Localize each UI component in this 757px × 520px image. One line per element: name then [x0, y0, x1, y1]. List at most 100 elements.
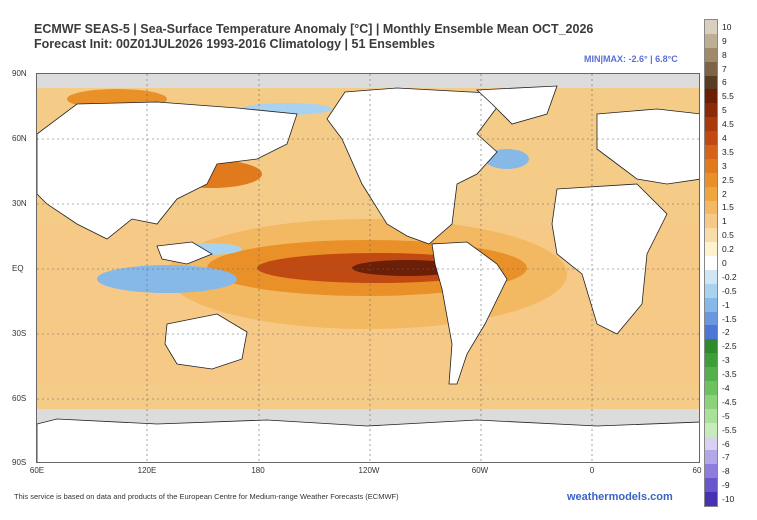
colorbar-label: 0.5 [722, 230, 734, 241]
colorbar-label: -5 [722, 410, 730, 421]
colorbar-cell [705, 353, 717, 368]
colorbar-label: -0.5 [722, 285, 737, 296]
lat-label-30n: 30N [12, 199, 27, 208]
colorbar-cell [705, 131, 717, 146]
colorbar-cell [705, 200, 717, 215]
arctic-ice-region [37, 74, 699, 88]
lon-label-60: 60 [692, 466, 702, 475]
colorbar-label: 3 [722, 160, 727, 171]
australia [164, 313, 248, 370]
title-line-2: Forecast Init: 00Z01JUL2026 1993-2016 Cl… [34, 37, 435, 51]
lat-label-90n: 90N [12, 69, 27, 78]
colorbar-cell [705, 20, 717, 34]
lon-label-60w: 60W [471, 466, 489, 475]
colorbar-cell [705, 367, 717, 382]
lon-label-180: 180 [251, 466, 265, 475]
colorbar-cell [705, 422, 717, 437]
colorbar-cell [705, 325, 717, 340]
colorbar-cell [705, 144, 717, 159]
lon-label-120w: 120W [358, 466, 380, 475]
lat-label-90s: 90S [12, 458, 27, 467]
colorbar-label: -2.5 [722, 341, 737, 352]
colorbar-cell [705, 75, 717, 90]
colorbar-label: -3 [722, 355, 730, 366]
colorbar-label: 1.5 [722, 202, 734, 213]
colorbar-label: 4.5 [722, 119, 734, 130]
antarctica [37, 418, 699, 462]
colorbar-cell [705, 214, 717, 229]
colorbar-label: -10 [722, 494, 735, 505]
colorbar-label: -8 [722, 466, 730, 477]
colorbar-cell [705, 117, 717, 132]
lat-label-eq: EQ [12, 264, 24, 273]
colorbar-label: 8 [722, 49, 727, 60]
colorbar-label: -3.5 [722, 369, 737, 380]
colorbar-label: 2.5 [722, 174, 734, 185]
colorbar-cell [705, 158, 717, 173]
colorbar-cell [705, 394, 717, 409]
colorbar-label: 6 [722, 77, 727, 88]
maritime-continent [156, 241, 213, 265]
lat-label-60s: 60S [12, 394, 27, 403]
colorbar-cell [705, 269, 717, 284]
colorbar-label: -0.2 [722, 271, 737, 282]
colorbar-label: 9 [722, 35, 727, 46]
colorbar-label: -6 [722, 438, 730, 449]
colorbar-label: 0 [722, 258, 727, 268]
colorbar-cell [705, 311, 717, 326]
colorbar-cell [705, 103, 717, 118]
enso-peak [352, 260, 462, 276]
colorbar-cell [705, 283, 717, 298]
colorbar-label: -5.5 [722, 424, 737, 435]
title-line-1: ECMWF SEAS-5 | Sea-Surface Temperature A… [34, 22, 594, 36]
colorbar-cell [705, 464, 717, 479]
south-america [431, 241, 508, 385]
colorbar-label: 3.5 [722, 146, 734, 157]
colorbar-cell [705, 47, 717, 62]
colorbar-cell [705, 228, 717, 243]
colorbar-cell [705, 33, 717, 48]
eurasia-west [37, 101, 298, 240]
colorbar-cell [705, 339, 717, 354]
colorbar-cell [705, 450, 717, 465]
gridlines [37, 74, 699, 462]
lon-label-60e: 60E [29, 466, 45, 475]
colorbar-cell [705, 436, 717, 451]
colorbar-cell [705, 186, 717, 201]
colorbar-cell [705, 478, 717, 493]
lon-label-0: 0 [589, 466, 595, 475]
west-pacific-cool [97, 265, 237, 293]
colorbar-label: 0.2 [722, 244, 734, 255]
colorbar-cell [705, 492, 717, 507]
colorbar-label: -1 [722, 299, 730, 310]
colorbar-cell [705, 242, 717, 257]
continents [37, 85, 699, 462]
colorbar-label: -1.5 [722, 313, 737, 324]
colorbar-label: 5.5 [722, 91, 734, 102]
colorbar-label: 4 [722, 133, 727, 144]
north-atlantic-cool [485, 149, 529, 169]
sst-anomaly-map[interactable] [36, 73, 700, 463]
colorbar-cell [705, 89, 717, 104]
colorbar-cell [705, 172, 717, 187]
colorbar-label: 1 [722, 216, 727, 227]
colorbar-cell [705, 256, 717, 271]
brand-link[interactable]: weathermodels.com [567, 491, 673, 503]
colorbar-label: 10 [722, 21, 732, 32]
greenland [476, 85, 558, 125]
colorbar-cell [705, 381, 717, 396]
colorbar-label: -9 [722, 480, 730, 491]
colorbar-label: -2 [722, 327, 730, 338]
lat-label-60n: 60N [12, 134, 27, 143]
europe [596, 108, 699, 185]
lon-label-120e: 120E [137, 466, 157, 475]
colorbar-label: 2 [722, 188, 727, 199]
colorbar-cell [705, 297, 717, 312]
colorbar [704, 19, 718, 507]
colorbar-label: -4.5 [722, 396, 737, 407]
colorbar-label: 5 [722, 105, 727, 116]
colorbar-cell [705, 408, 717, 423]
attribution-note: This service is based on data and produc… [14, 492, 399, 501]
lat-label-30s: 30S [12, 329, 27, 338]
colorbar-label: -4 [722, 382, 730, 393]
